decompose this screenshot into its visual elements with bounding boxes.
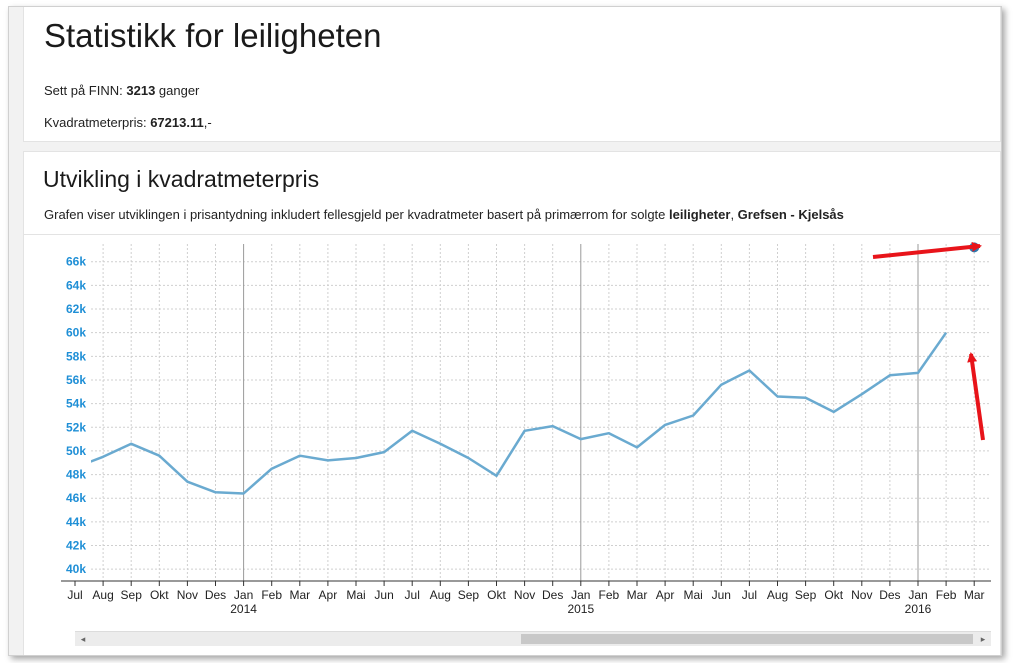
sqm-price-line: Kvadratmeterpris: 67213.11,- [44,115,212,130]
x-axis: Jul Aug Sep Okt Nov Des Jan Feb Mar Apr Mai Jun Jul A… [61,580,991,616]
y-tick-label: 46k [66,491,86,505]
y-tick-label: 44k [66,515,86,529]
x-tick-label: Apr [319,588,338,602]
x-tick-label: Jul [67,588,82,602]
desc-type: leiligheter [669,207,731,222]
year-label: 2014 [230,602,257,616]
x-tick-label: Feb [599,588,620,602]
views-line: Sett på FINN: 3213 ganger [44,83,199,98]
x-tick-label: Sep [795,588,817,602]
x-tick-label: Des [879,588,900,602]
series-line [91,331,948,495]
x-tick-label: Des [542,588,563,602]
x-tick-label: Mai [684,588,703,602]
x-tick-label: Mar [627,588,648,602]
year-label: 2015 [567,602,594,616]
y-tick-label: 48k [66,468,86,482]
stats-card: Statistikk for leiligheten Sett på FINN:… [23,7,1001,142]
scroll-left-icon[interactable]: ◂ [80,634,86,644]
x-tick-label: Jan [571,588,590,602]
y-tick-label: 50k [66,444,86,458]
y-tick-label: 54k [66,397,86,411]
y-tick-label: 56k [66,373,86,387]
x-tick-label: Des [205,588,226,602]
page-title: Statistikk for leiligheten [44,17,382,54]
x-tick-label: Sep [458,588,480,602]
year-label: 2016 [905,602,932,616]
section-divider [24,234,1000,235]
x-tick-label: Aug [767,588,788,602]
sqm-prefix: Kvadratmeterpris: [44,115,151,130]
x-tick-label: Aug [92,588,113,602]
x-tick-label: Okt [824,588,843,602]
x-tick-label: Jun [374,588,393,602]
x-tick-label: Okt [150,588,169,602]
grid [91,244,991,581]
arrow-to-current-point [872,241,982,259]
sqm-suffix: ,- [203,115,212,130]
views-value: 3213 [126,83,156,98]
annotations [872,241,985,441]
chart-description: Grafen viser utviklingen i prisantydning… [44,207,844,222]
x-tick-label: Okt [487,588,506,602]
views-prefix: Sett på FINN: [44,83,127,98]
page-frame: Statistikk for leiligheten Sett på FINN:… [8,6,1002,656]
y-tick-label: 64k [66,278,86,292]
x-tick-label: Jul [742,588,757,602]
y-tick-label: 62k [66,302,86,316]
chart-scrollbar[interactable]: ◂ ▸ [75,631,991,646]
arrow-to-last-datapoint [967,352,985,441]
x-tick-label: Jan [234,588,253,602]
x-tick-label: Mar [964,588,985,602]
y-axis: 40k 42k 44k 46k 48k 50k 52k 54k 56k 58k 60k 62k 64k 6… [66,255,86,576]
y-tick-label: 58k [66,349,86,363]
y-tick-label: 66k [66,255,86,269]
scroll-right-icon[interactable]: ▸ [980,634,986,644]
desc-sep: , [730,207,738,222]
desc-prefix: Grafen viser utviklingen i prisantydning… [44,207,670,222]
y-tick-label: 40k [66,562,86,576]
x-tick-label: Apr [656,588,675,602]
x-tick-label: Mai [346,588,365,602]
y-tick-label: 60k [66,326,86,340]
views-suffix: ganger [155,83,200,98]
x-tick-label: Nov [851,588,872,602]
series-layer [91,331,948,495]
sqm-value: 67213.11 [150,115,204,130]
price-chart: 40k 42k 44k 46k 48k 50k 52k 54k 56k 58k 60k 62k 64k 6… [61,241,991,616]
x-tick-label: Feb [261,588,282,602]
x-tick-label: Sep [121,588,143,602]
y-tick-label: 42k [66,539,86,553]
x-tick-label: Jun [712,588,731,602]
y-tick-label: 52k [66,420,86,434]
x-tick-label: Jan [908,588,927,602]
x-tick-label: Mar [289,588,310,602]
x-tick-label: Jul [405,588,420,602]
x-tick-label: Feb [936,588,957,602]
scroll-thumb[interactable] [521,634,973,644]
x-tick-label: Aug [430,588,451,602]
chart-section-title: Utvikling i kvadratmeterpris [43,166,320,192]
x-tick-label: Nov [177,588,198,602]
desc-area: Grefsen - Kjelsås [737,207,844,222]
x-tick-label: Nov [514,588,535,602]
chart-card: Utvikling i kvadratmeterpris Grafen vise… [23,151,1001,655]
